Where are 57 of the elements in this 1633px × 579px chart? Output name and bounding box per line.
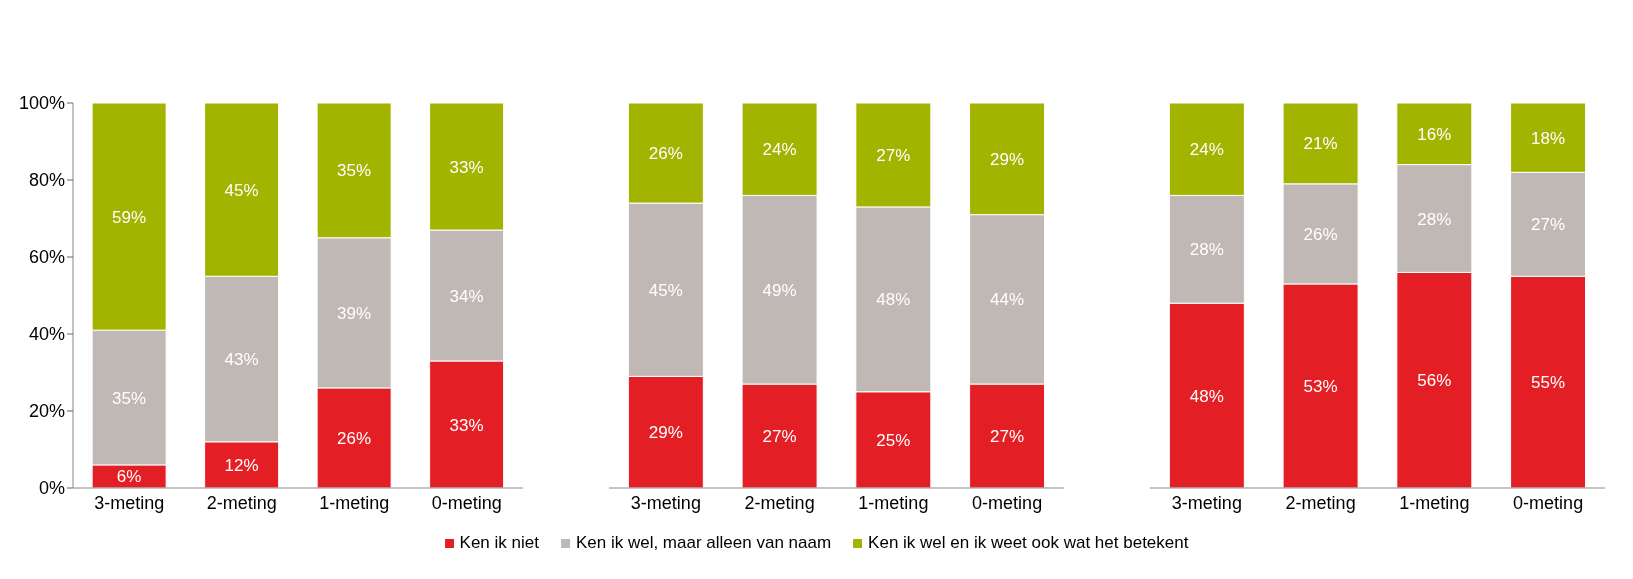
x-tick-label: 1-meting [319,492,390,513]
x-tick-label: 2-meting [744,492,815,513]
data-label: 59% [112,207,147,227]
data-label: 24% [1189,140,1224,160]
legend-label: Ken ik wel, maar alleen van naam [575,533,832,553]
data-label: 45% [648,280,683,300]
data-label: 27% [876,146,911,166]
data-label: 29% [648,423,683,443]
data-label: 35% [337,161,372,181]
y-tick-label: 60% [28,247,65,268]
y-tick-label: 0% [38,478,65,499]
data-label: 12% [224,455,259,475]
legend-label: Ken ik niet [459,533,539,553]
data-label: 24% [762,140,797,160]
data-label: 33% [449,415,484,435]
x-tick-label: 3-meting [94,492,165,513]
data-label: 29% [990,149,1025,169]
data-label: 48% [876,290,911,310]
data-label: 33% [449,157,484,177]
data-label: 28% [1417,209,1452,229]
x-tick-label: 2-meting [1285,492,1356,513]
data-label: 6% [116,467,142,487]
legend-label: Ken ik wel en ik weet ook wat het betekent [868,533,1189,553]
y-tick-label: 80% [28,170,65,191]
data-label: 45% [224,180,259,200]
data-label: 28% [1189,240,1224,260]
x-tick-label: 1-meting [858,492,929,513]
y-tick-label: 20% [28,401,65,422]
x-tick-label: 0-meting [1513,492,1584,513]
x-tick-label: 0-meting [972,492,1043,513]
x-tick-label: 3-meting [1171,492,1242,513]
data-label: 39% [337,303,372,323]
data-label: 27% [990,427,1025,447]
x-tick-label: 0-meting [431,492,502,513]
data-label: 44% [990,290,1025,310]
data-label: 26% [337,428,372,448]
data-label: 21% [1303,134,1338,154]
data-label: 55% [1531,373,1566,393]
data-label: 25% [876,430,911,450]
y-tick-label: 100% [18,93,65,114]
x-tick-label: 2-meting [206,492,277,513]
data-label: 35% [112,388,147,408]
data-label: 56% [1417,371,1452,391]
data-label: 26% [1303,224,1338,244]
x-tick-label: 1-meting [1399,492,1470,513]
data-label: 18% [1531,128,1566,148]
data-label: 53% [1303,377,1338,397]
x-tick-label: 3-meting [630,492,701,513]
data-label: 16% [1417,124,1452,144]
y-tick-label: 40% [28,324,65,345]
data-label: 43% [224,350,259,370]
data-label: 27% [762,427,797,447]
data-label: 34% [449,286,484,306]
data-label: 49% [762,280,797,300]
data-label: 26% [648,144,683,164]
data-label: 27% [1531,215,1566,235]
data-label: 48% [1189,386,1224,406]
